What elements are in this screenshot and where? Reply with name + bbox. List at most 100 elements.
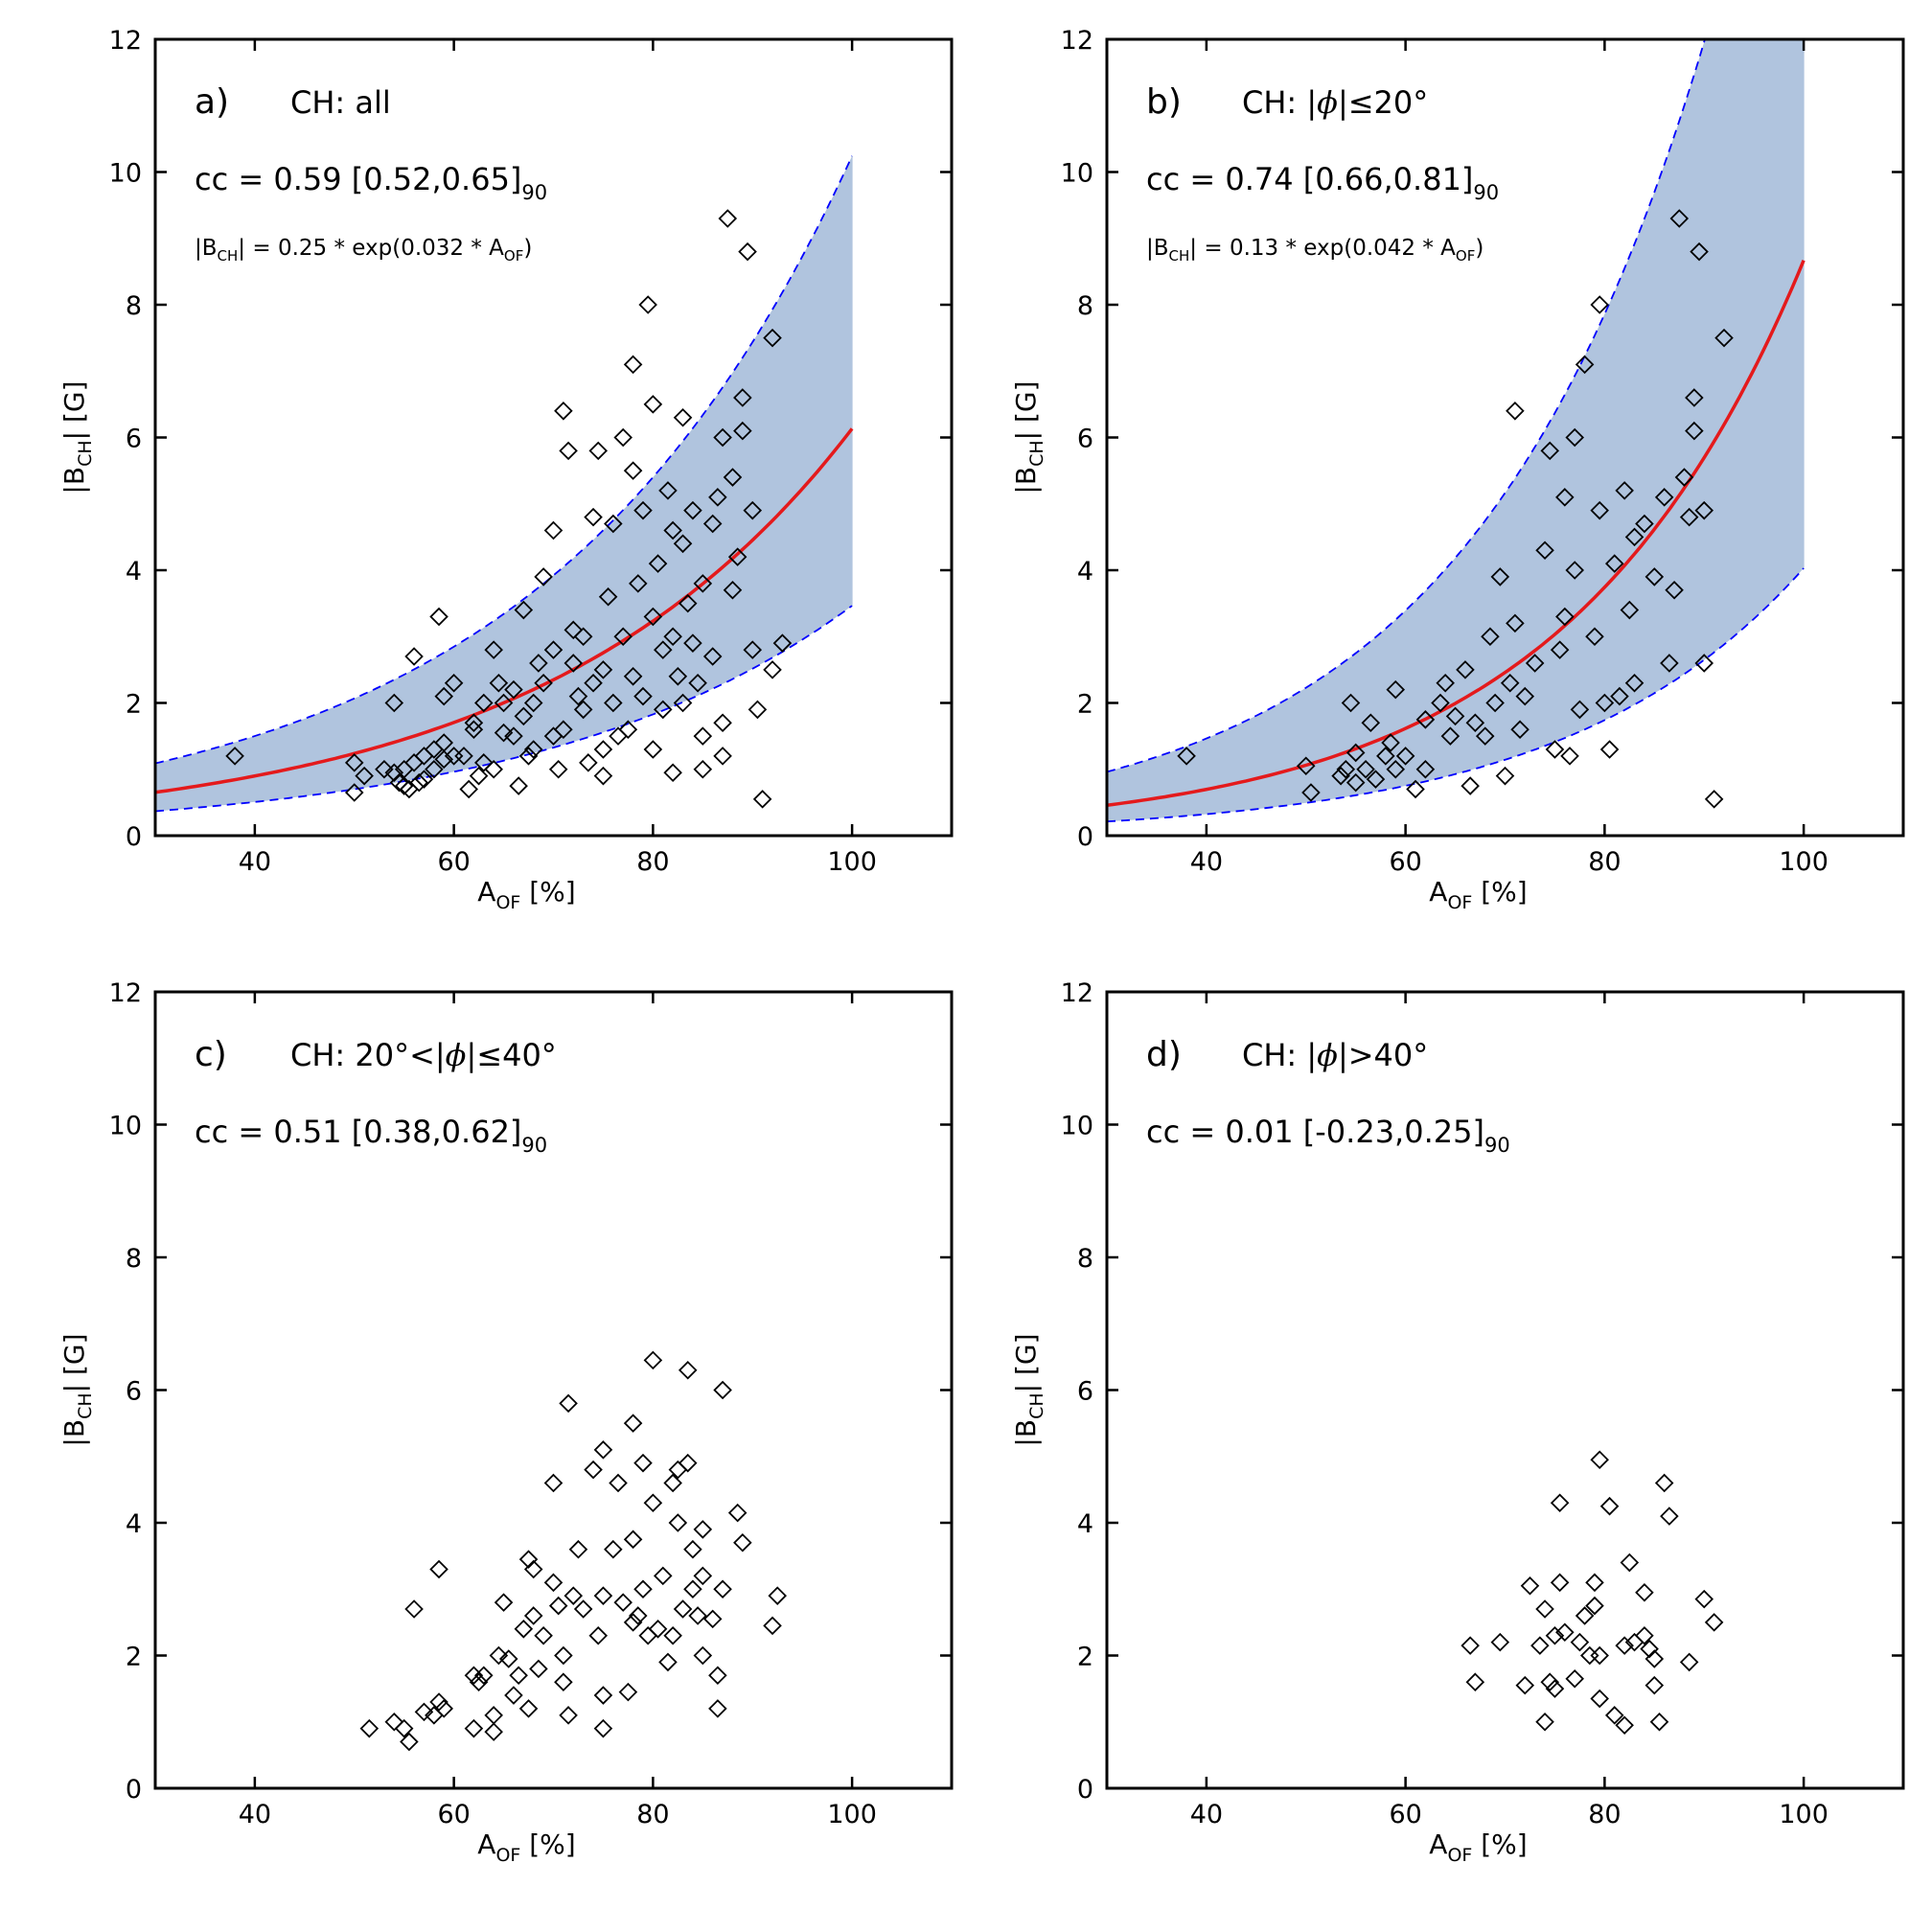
y-tick-label: 10	[109, 159, 142, 189]
data-point	[1590, 1645, 1609, 1666]
data-point	[523, 1606, 543, 1625]
band-upper-edge	[155, 155, 853, 765]
correlation-subscript: 90	[521, 181, 547, 204]
x-axis-label: AOF [%]	[477, 1828, 575, 1866]
data-point	[733, 388, 752, 407]
correlation-subscript: 90	[1484, 1134, 1510, 1157]
data-point	[1604, 1706, 1624, 1725]
fit-equation-sub: CH	[1169, 247, 1190, 264]
data-point	[1460, 1636, 1480, 1655]
panel-title-main: CH: 20°<|	[290, 1037, 446, 1073]
y-axis-label-main: |B	[58, 1419, 90, 1447]
data-point	[688, 1606, 707, 1625]
data-point	[573, 1599, 593, 1619]
data-point	[404, 647, 424, 666]
data-point	[609, 1473, 628, 1493]
data-point	[663, 1625, 682, 1645]
data-point	[683, 500, 702, 520]
panel-title-phi: ϕ	[1317, 84, 1338, 121]
x-tick-label: 60	[1389, 847, 1421, 877]
data-point	[1585, 1596, 1604, 1616]
data-point	[1490, 567, 1510, 586]
data-point	[1644, 1675, 1665, 1695]
y-axis-label-sub: CH	[75, 440, 96, 467]
y-tick-label: 8	[1077, 1244, 1093, 1274]
data-point	[693, 1566, 713, 1586]
confidence-band	[1107, 39, 1805, 822]
data-point	[683, 1579, 702, 1599]
data-point	[643, 1493, 663, 1512]
data-point	[584, 507, 603, 527]
y-tick-label: 4	[1077, 557, 1093, 586]
data-point	[1395, 747, 1415, 766]
data-point	[1545, 740, 1565, 759]
data-point	[623, 667, 643, 686]
data-point	[464, 1718, 484, 1738]
data-point	[559, 1393, 578, 1414]
data-point	[668, 1513, 688, 1532]
data-point	[444, 673, 464, 693]
data-point	[584, 1460, 603, 1480]
data-point	[588, 441, 609, 461]
panel-title: CH: |ϕ|≤20°	[1242, 84, 1428, 121]
data-point	[474, 753, 494, 772]
y-tick-label: 2	[126, 690, 142, 720]
data-point	[344, 753, 364, 772]
data-point	[1331, 766, 1350, 786]
data-point	[663, 1473, 682, 1493]
data-point	[375, 759, 394, 779]
x-axis-label: AOF [%]	[477, 876, 575, 913]
data-point	[1301, 783, 1321, 802]
panel-title-suffix: |>40°	[1338, 1037, 1428, 1073]
data-point	[548, 759, 568, 779]
panel-title: CH: 20°<|ϕ|≤40°	[290, 1037, 557, 1073]
data-point	[504, 679, 523, 700]
x-axis-label-suffix: [%]	[1472, 1828, 1527, 1860]
band-lower-edge	[1107, 567, 1805, 823]
y-tick-label: 12	[1061, 26, 1093, 56]
data-point	[673, 1599, 693, 1619]
band-lower-edge	[155, 605, 853, 813]
data-point	[683, 633, 702, 653]
data-point	[394, 776, 414, 795]
data-point	[629, 574, 648, 593]
data-point	[643, 1350, 663, 1370]
data-point	[1624, 527, 1644, 547]
x-axis-label: AOF [%]	[1429, 1828, 1527, 1866]
data-point	[613, 1593, 632, 1612]
data-point	[498, 1649, 518, 1668]
data-point	[1660, 1506, 1679, 1526]
data-point	[573, 700, 593, 720]
panel-label: c)	[195, 1035, 227, 1074]
data-point	[648, 554, 668, 573]
data-point	[1296, 756, 1316, 776]
data-point	[469, 766, 489, 786]
data-point	[613, 427, 632, 448]
data-point	[708, 488, 727, 507]
data-point	[584, 673, 603, 693]
data-point	[653, 700, 673, 720]
data-point	[693, 574, 713, 593]
confidence-band	[155, 155, 853, 812]
data-point	[653, 1566, 673, 1586]
data-point	[425, 759, 444, 779]
data-point	[708, 1699, 727, 1718]
panel-title-main: CH: all	[290, 84, 391, 121]
x-axis-label-main: A	[1429, 1828, 1447, 1860]
x-axis-label: AOF [%]	[1429, 876, 1527, 913]
data-point	[1550, 640, 1570, 659]
data-point	[514, 1620, 534, 1639]
x-tick-label: 80	[1588, 1800, 1621, 1829]
y-tick-label: 0	[1077, 822, 1093, 852]
data-point	[1610, 686, 1629, 706]
data-point	[573, 627, 593, 647]
data-point	[554, 1672, 573, 1691]
data-point	[1550, 1573, 1570, 1593]
x-axis-label-main: A	[1429, 876, 1447, 908]
data-point	[743, 640, 763, 659]
data-point	[1565, 1668, 1584, 1689]
data-point	[1431, 693, 1450, 713]
data-point	[1456, 660, 1475, 679]
panel-title-phi: ϕ	[446, 1037, 467, 1073]
data-point	[554, 402, 573, 421]
